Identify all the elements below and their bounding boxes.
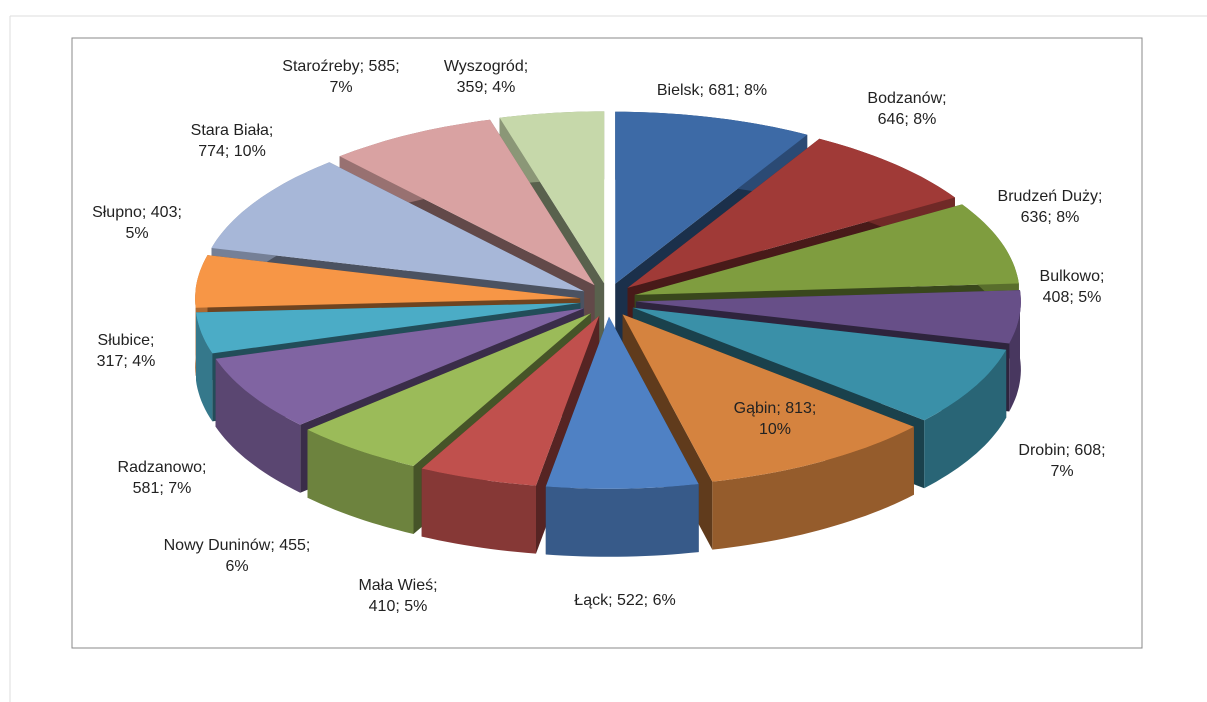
- slice-top: [545, 316, 699, 489]
- slice-top: [615, 111, 808, 284]
- slice: [545, 316, 699, 557]
- slice-top: [215, 308, 584, 425]
- slice-wall: [215, 358, 301, 493]
- slice-wall: [545, 484, 699, 557]
- data-label: Drobin; 608; 7%: [1018, 442, 1106, 480]
- pie: [195, 111, 1021, 557]
- data-label: Wyszogród; 359; 4%: [443, 58, 529, 96]
- data-label: Radzanowo; 581; 7%: [117, 459, 207, 497]
- data-label: Bielsk; 681; 8%: [656, 82, 768, 99]
- slice-wall: [1009, 290, 1021, 412]
- slice-top: [627, 138, 955, 288]
- data-label: Staroźreby; 585; 7%: [282, 58, 400, 96]
- data-label: Nowy Duninów; 455; 6%: [163, 537, 311, 575]
- data-label: Mała Wieś; 410; 5%: [358, 577, 438, 615]
- slice-top: [622, 314, 914, 482]
- data-label: Słupno; 403; 5%: [92, 204, 182, 242]
- data-label: Brudzeń Duży; 636; 8%: [997, 188, 1103, 226]
- slice-wall: [924, 349, 1007, 489]
- data-label: Gąbin; 813; 10%: [733, 400, 817, 438]
- slice-wall: [712, 426, 914, 550]
- slice-top: [632, 307, 1007, 421]
- slice-wall: [196, 312, 213, 422]
- slice-top: [635, 290, 1021, 344]
- data-label: Słubice; 317; 4%: [96, 332, 156, 370]
- data-label: Bodzanów; 646; 8%: [867, 90, 947, 128]
- slice-top: [634, 204, 1019, 295]
- slice-top: [339, 119, 595, 286]
- data-label: Stara Biała; 774; 10%: [190, 122, 274, 160]
- data-label: Łąck; 522; 6%: [574, 592, 676, 609]
- slice-wall: [421, 468, 536, 554]
- slice-top: [196, 302, 581, 354]
- slice-top: [421, 315, 600, 486]
- slice-top: [499, 111, 605, 284]
- slice-top: [307, 313, 591, 466]
- slice-top: [195, 255, 581, 308]
- slice-top: [211, 162, 585, 292]
- data-label: Bulkowo; 408; 5%: [1039, 268, 1105, 306]
- slice-wall: [307, 429, 414, 534]
